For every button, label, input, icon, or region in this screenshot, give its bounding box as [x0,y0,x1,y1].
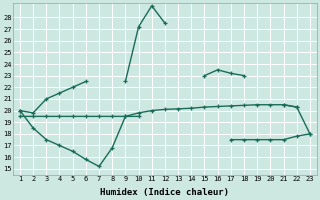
X-axis label: Humidex (Indice chaleur): Humidex (Indice chaleur) [100,188,229,197]
